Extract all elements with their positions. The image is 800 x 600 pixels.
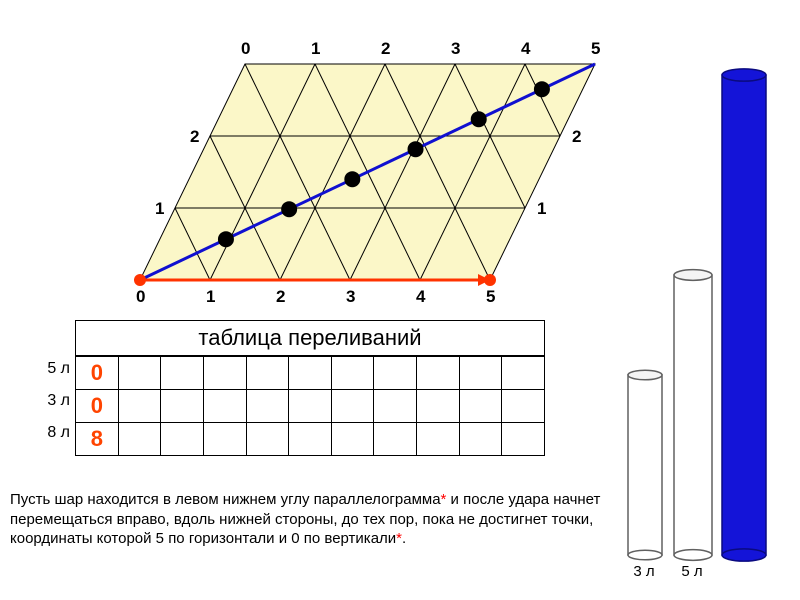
svg-text:5: 5 xyxy=(591,39,600,58)
table-title: таблица переливаний xyxy=(75,320,545,356)
svg-text:1: 1 xyxy=(206,287,215,306)
svg-text:2: 2 xyxy=(572,127,581,146)
description-text: Пусть шар находится в левом нижнем углу … xyxy=(10,490,620,549)
row-label-8l: 8 л xyxy=(30,424,70,442)
parallelogram-diagram: 0 1 2 3 4 5 0 1 2 3 4 5 2 1 2 1 xyxy=(120,30,640,315)
svg-text:2: 2 xyxy=(190,127,199,146)
pouring-table-container: таблица переливаний 008 xyxy=(75,320,545,456)
svg-text:2: 2 xyxy=(276,287,285,306)
svg-text:1: 1 xyxy=(537,199,546,218)
row-label-3l: 3 л xyxy=(30,392,70,410)
svg-text:0: 0 xyxy=(241,39,250,58)
cylinders-area: 3 л 5 л xyxy=(620,45,800,585)
svg-text:1: 1 xyxy=(311,39,320,58)
desc-part-1: Пусть шар находится в левом нижнем углу … xyxy=(10,491,441,508)
svg-text:3: 3 xyxy=(346,287,355,306)
row-label-5l: 5 л xyxy=(30,360,70,378)
svg-text:3: 3 xyxy=(451,39,460,58)
cyl-label-5l: 5 л xyxy=(670,563,714,580)
cyl-label-3l: 3 л xyxy=(624,563,664,580)
grid-svg: 0 1 2 3 4 5 0 1 2 3 4 5 2 1 2 1 xyxy=(120,30,640,310)
svg-text:4: 4 xyxy=(521,39,531,58)
svg-text:4: 4 xyxy=(416,287,426,306)
svg-text:5: 5 xyxy=(486,287,495,306)
svg-text:0: 0 xyxy=(136,287,145,306)
svg-text:2: 2 xyxy=(381,39,390,58)
svg-text:1: 1 xyxy=(155,199,164,218)
cylinders-svg xyxy=(620,45,800,585)
pouring-table: 008 xyxy=(75,356,545,456)
desc-part-3: . xyxy=(402,530,406,547)
